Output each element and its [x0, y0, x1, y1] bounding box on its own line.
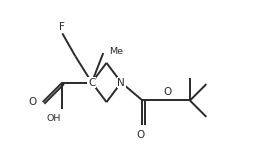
Text: C: C [88, 78, 96, 87]
Text: O: O [29, 97, 37, 107]
Text: OH: OH [47, 114, 61, 123]
Text: O: O [137, 130, 145, 140]
Text: O: O [163, 87, 171, 97]
Text: F: F [59, 22, 65, 32]
Text: Me: Me [109, 47, 123, 56]
Text: N: N [117, 78, 125, 87]
